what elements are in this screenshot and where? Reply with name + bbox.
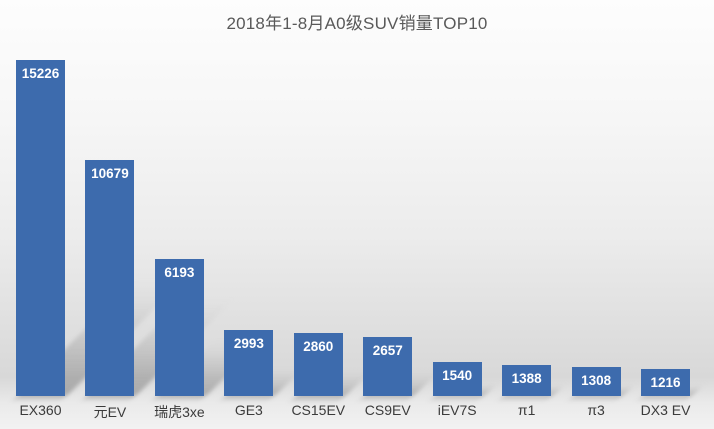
bar: 2993	[224, 329, 274, 396]
x-axis-label: 元EV	[93, 404, 127, 420]
x-axis-label: GE3	[234, 402, 263, 418]
x-axis-label: π1	[517, 402, 536, 418]
x-axis-label: iEV7S	[437, 402, 477, 418]
bar: 1540	[432, 362, 482, 396]
bar-value-label: 1216	[650, 375, 681, 391]
x-axis-label: DX3 EV	[640, 402, 691, 418]
bar: 2860	[293, 332, 343, 396]
bar-value-label: 2657	[372, 343, 403, 359]
x-axis-label: π3	[587, 402, 605, 418]
bar-value-label: 15226	[21, 66, 60, 81]
bar: 6193	[154, 259, 204, 396]
bar-value-label: 10679	[91, 166, 129, 182]
bar-value-label: 1388	[511, 371, 542, 387]
bar-value-label: 2860	[303, 338, 334, 354]
bar-value-label: 2993	[233, 335, 264, 351]
bar: 1216	[641, 369, 691, 396]
x-axis-label: EX360	[19, 402, 62, 418]
x-axis-label: CS9EV	[364, 402, 411, 418]
x-axis-label: CS15EV	[291, 402, 346, 418]
bar: 1388	[502, 365, 552, 396]
bar-value-label: 1540	[442, 368, 473, 384]
bar-value-label: 6193	[164, 265, 195, 281]
bar: 1308	[571, 367, 621, 396]
x-axis-label: 瑞虎3xe	[154, 404, 205, 420]
bar-value-label: 1308	[581, 373, 612, 389]
bar: 10679	[85, 160, 135, 396]
bar: 15226	[16, 60, 65, 396]
chart-title: 2018年1-8月A0级SUV销量TOP10	[226, 14, 488, 33]
bar: 2657	[363, 337, 413, 396]
